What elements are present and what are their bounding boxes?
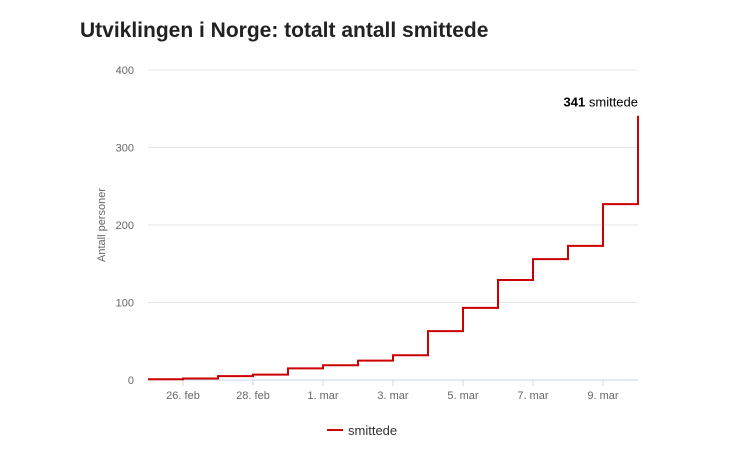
y-tick-label: 400	[116, 65, 134, 77]
x-tick-label: 9. mar	[587, 390, 619, 402]
x-tick-label: 5. mar	[447, 390, 479, 402]
y-tick-label: 0	[128, 375, 134, 387]
x-tick-label: 3. mar	[377, 390, 409, 402]
x-tick-label: 1. mar	[307, 390, 339, 402]
x-tick-labels: 26. feb 28. feb 1. mar 3. mar 5. mar 7. mar 9.…	[166, 380, 619, 402]
annotation-text: smittede	[585, 95, 638, 110]
series-line-smittede[interactable]	[148, 115, 639, 381]
y-axis-label: Antall personer	[96, 188, 108, 262]
y-tick-label: 100	[116, 298, 134, 310]
x-tick-label: 7. mar	[517, 390, 549, 402]
series-layer	[147, 115, 639, 381]
grid-lines	[148, 69, 638, 381]
y-tick-label: 200	[116, 220, 134, 232]
chart-title: Utviklingen i Norge: totalt antall smitt…	[80, 19, 489, 42]
legend[interactable]: smittede	[327, 423, 397, 438]
annotation: 341 smittede	[564, 95, 638, 110]
x-tick-label: 28. feb	[236, 390, 270, 402]
y-tick-label: 300	[116, 143, 134, 155]
annotation-value: 341	[564, 95, 586, 110]
x-tick-label: 26. feb	[166, 390, 200, 402]
y-tick-labels: 0 100 200 300 400	[116, 65, 134, 387]
annotation-label: 341 smittede	[564, 95, 638, 110]
legend-label: smittede	[348, 423, 397, 438]
